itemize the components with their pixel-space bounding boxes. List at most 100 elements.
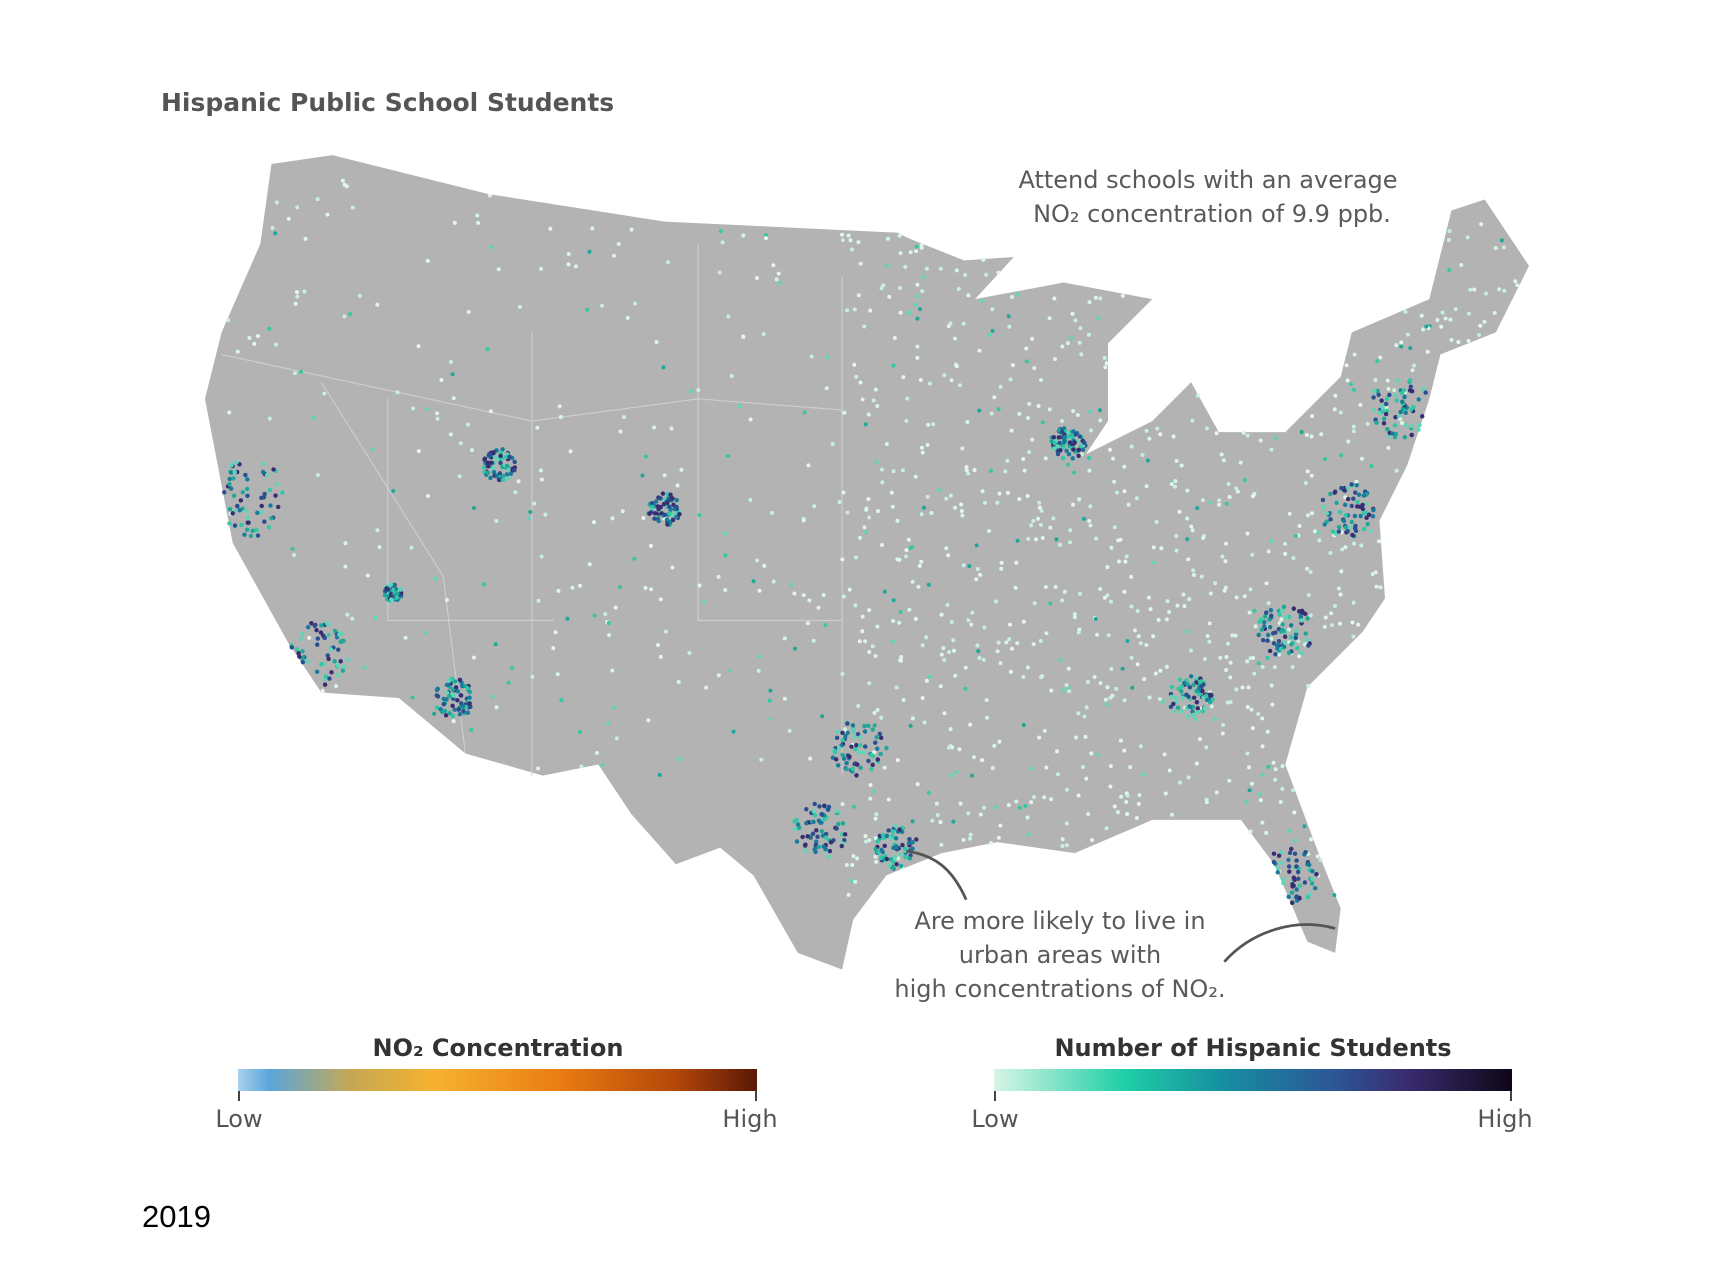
school-dot: [1276, 638, 1282, 644]
school-dot: [800, 834, 805, 840]
school-dot: [1151, 545, 1156, 550]
school-dot: [655, 504, 661, 509]
school-dot: [907, 607, 912, 612]
school-dot: [555, 672, 560, 677]
school-dot: [1224, 655, 1229, 660]
school-dot: [939, 652, 944, 657]
school-dot: [1338, 592, 1343, 597]
school-dot: [1060, 419, 1065, 424]
school-dot: [487, 193, 492, 198]
school-dot: [1136, 801, 1141, 806]
school-dot: [587, 562, 592, 567]
school-dot: [227, 476, 232, 482]
school-dot: [836, 821, 841, 827]
school-dot: [1199, 574, 1204, 579]
school-dot: [1314, 872, 1319, 877]
school-dot: [816, 844, 821, 850]
school-dot: [470, 448, 475, 453]
school-dot: [1068, 528, 1073, 533]
school-dot: [856, 240, 861, 245]
school-dot: [1221, 722, 1226, 727]
school-dot: [247, 335, 252, 340]
school-dot: [1386, 434, 1391, 439]
school-dot: [880, 480, 885, 485]
school-dot: [625, 315, 630, 320]
school-dot: [927, 381, 932, 386]
school-dot: [451, 693, 457, 699]
school-dot: [1004, 640, 1009, 645]
school-dot: [995, 500, 1000, 505]
school-dot: [731, 729, 736, 734]
school-dot: [880, 467, 885, 472]
school-dot: [1079, 352, 1084, 357]
school-dot: [981, 257, 986, 262]
school-dot: [457, 474, 462, 479]
school-dot: [1338, 410, 1343, 415]
school-dot: [970, 610, 975, 615]
school-dot: [950, 745, 955, 750]
school-dot: [536, 598, 541, 603]
school-dot: [1370, 514, 1376, 519]
school-dot: [1280, 764, 1285, 769]
school-dot: [1219, 452, 1224, 457]
school-dot: [226, 318, 231, 323]
school-dot: [319, 661, 324, 667]
school-dot: [322, 682, 328, 687]
school-dot: [600, 763, 605, 768]
school-dot: [880, 849, 885, 855]
school-dot: [1264, 610, 1269, 615]
school-dot: [949, 620, 954, 625]
school-dot: [1010, 646, 1015, 651]
school-dot: [1292, 851, 1298, 856]
school-dot: [951, 648, 956, 653]
school-dot: [1224, 541, 1229, 546]
school-dot: [922, 720, 927, 725]
school-dot: [500, 447, 505, 452]
school-dot: [872, 789, 877, 794]
school-dot: [1305, 513, 1310, 518]
school-dot: [875, 403, 880, 408]
school-dot: [538, 468, 543, 473]
school-dot: [641, 515, 646, 520]
school-dot: [1051, 435, 1057, 440]
school-dot: [485, 460, 491, 465]
school-dot: [1182, 604, 1187, 609]
school-dot: [832, 749, 838, 755]
school-dot: [817, 804, 822, 809]
school-dot: [834, 735, 840, 741]
school-dot: [1055, 772, 1060, 777]
school-dot: [1217, 502, 1222, 507]
school-dot: [903, 264, 908, 269]
school-dot: [1077, 340, 1082, 345]
school-dot: [824, 386, 829, 391]
school-dot: [504, 472, 510, 477]
school-dot: [1202, 657, 1207, 662]
school-dot: [673, 510, 678, 515]
school-dot: [465, 686, 470, 691]
school-dot: [1247, 765, 1252, 770]
school-dot: [1116, 538, 1121, 543]
school-dot: [897, 233, 902, 238]
school-dot: [255, 333, 260, 338]
school-dot: [1278, 850, 1284, 855]
school-dot: [956, 286, 961, 291]
school-dot: [1282, 640, 1288, 645]
school-dot: [447, 693, 452, 699]
school-dot: [919, 445, 924, 450]
school-dot: [494, 705, 499, 710]
school-dot: [716, 574, 721, 579]
school-dot: [1072, 470, 1077, 475]
school-dot: [891, 598, 896, 603]
school-dot: [697, 513, 702, 518]
school-dot: [1351, 634, 1356, 639]
school-dot: [1088, 523, 1093, 528]
school-dot: [1141, 772, 1146, 777]
school-dot: [1273, 777, 1278, 782]
school-dot: [1283, 615, 1289, 620]
school-dot: [1080, 447, 1086, 452]
school-dot: [1394, 468, 1399, 473]
school-dot: [1056, 435, 1062, 440]
school-dot: [1005, 458, 1010, 463]
school-dot: [762, 563, 767, 568]
